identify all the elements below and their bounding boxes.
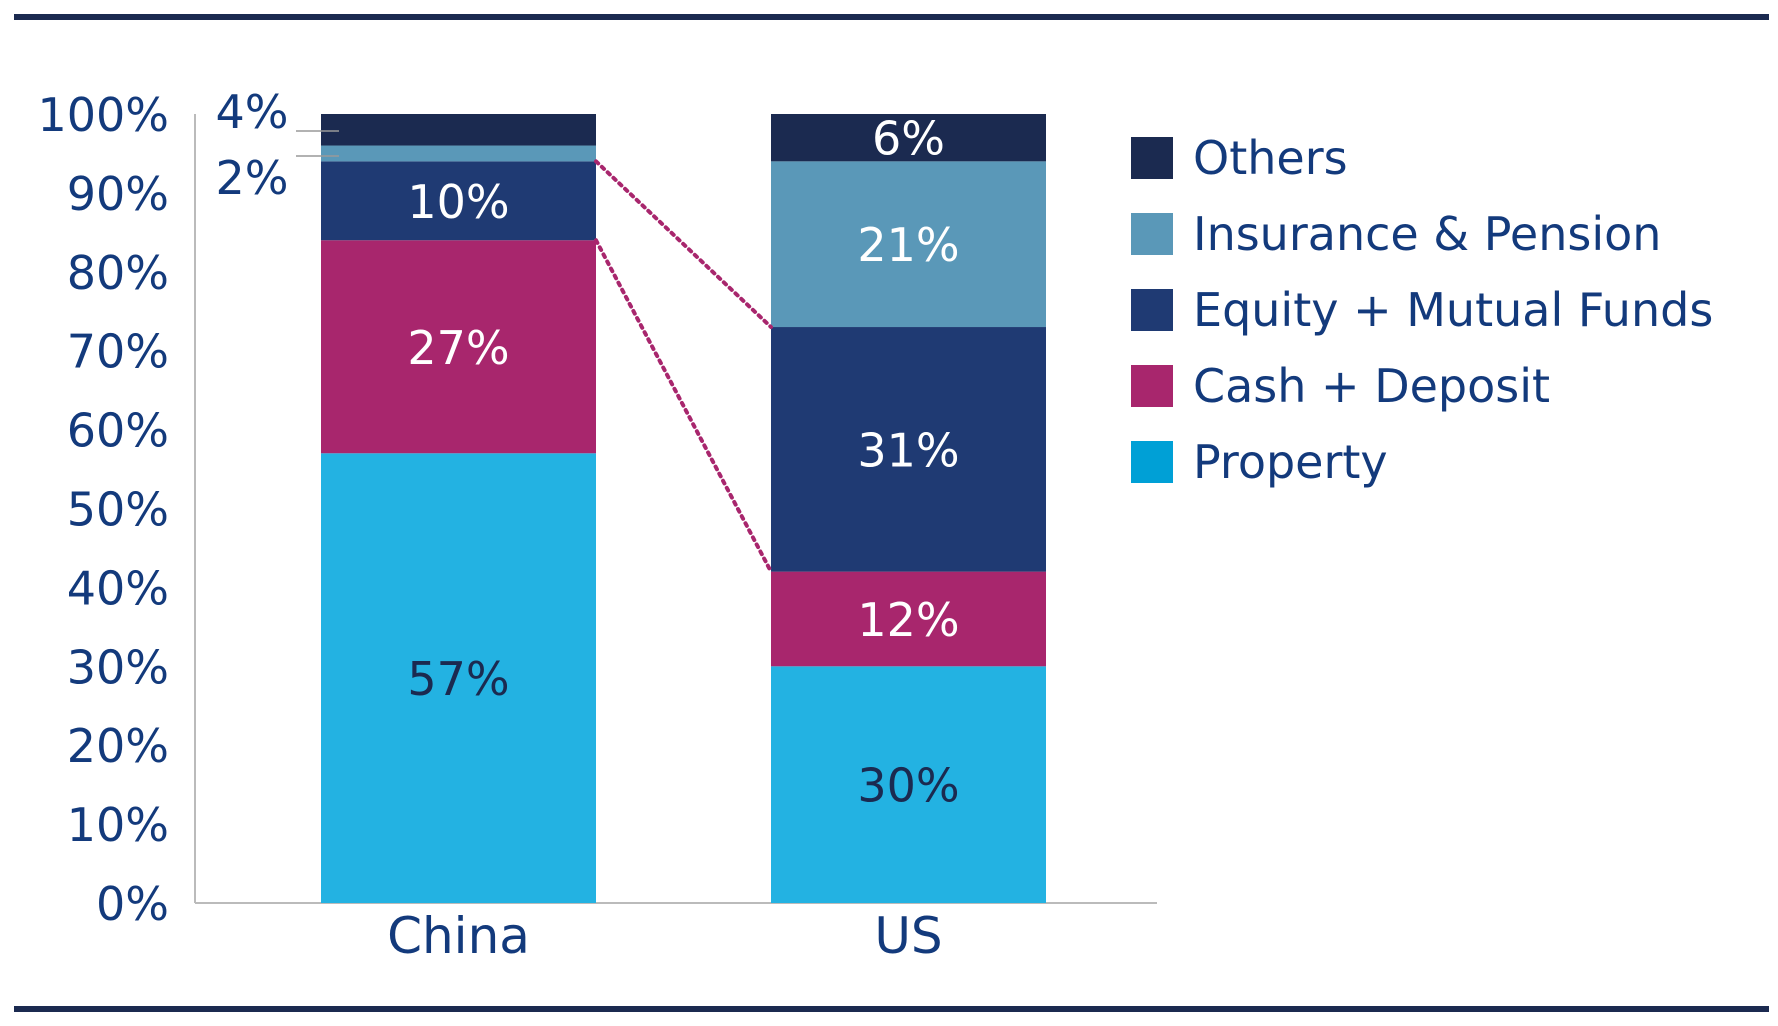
legend-swatch [1131,213,1173,255]
bar-segment-china-2 [321,161,596,241]
bottom-rule [14,1006,1769,1012]
data-label: 30% [857,759,959,813]
legend-swatch [1131,137,1173,179]
data-label-outside: 4% [216,85,289,139]
bar-segment-china-4 [321,114,596,146]
category-label-china: China [387,907,530,965]
legend-item: Others [1131,120,1713,196]
y-tick-label: 90% [67,167,169,221]
legend-swatch [1131,441,1173,483]
connector-line [594,159,773,330]
legend-item: Equity + Mutual Funds [1131,272,1713,348]
y-tick-label: 0% [96,877,169,931]
top-rule [14,14,1769,20]
bar-segment-us-2 [771,327,1046,572]
data-label: 12% [857,593,959,647]
data-label: 10% [407,175,509,229]
y-tick-label: 100% [37,88,169,142]
data-label-outside: 2% [216,151,289,205]
legend: Others Insurance & Pension Equity + Mutual… [1131,120,1713,500]
data-label: 6% [872,112,945,166]
data-label: 57% [407,652,509,706]
y-tick-label: 40% [67,561,169,615]
data-label: 27% [407,321,509,375]
y-tick-label: 30% [67,640,169,694]
legend-swatch [1131,365,1173,407]
bar-segment-us-3 [771,161,1046,328]
legend-label: Property [1193,435,1388,489]
legend-label: Others [1193,131,1348,185]
bar-segment-us-1 [771,571,1046,667]
legend-label: Cash + Deposit [1193,359,1551,413]
legend-item: Property [1131,424,1713,500]
legend-label: Insurance & Pension [1193,207,1662,261]
y-tick-label: 80% [67,246,169,300]
bar-segment-china-3 [321,145,596,162]
y-tick-label: 10% [67,798,169,852]
data-label: 31% [857,423,959,477]
y-tick-label: 60% [67,404,169,458]
data-label: 21% [857,218,959,272]
y-tick-label: 20% [67,719,169,773]
legend-item: Insurance & Pension [1131,196,1713,272]
bar-segment-china-0 [321,453,596,903]
bar-segment-us-0 [771,666,1046,903]
legend-label: Equity + Mutual Funds [1193,283,1714,337]
legend-item: Cash + Deposit [1131,348,1713,424]
y-tick-label: 50% [67,483,169,537]
connector-line [594,238,773,574]
y-tick-label: 70% [67,325,169,379]
legend-swatch [1131,289,1173,331]
category-label-us: US [874,907,942,965]
bar-segment-china-1 [321,240,596,454]
bar-segment-us-4 [771,114,1046,162]
